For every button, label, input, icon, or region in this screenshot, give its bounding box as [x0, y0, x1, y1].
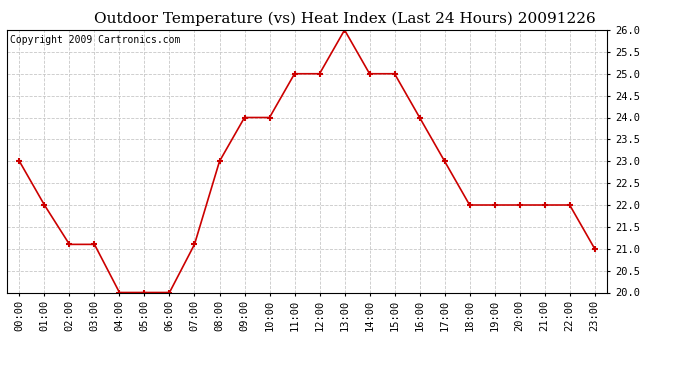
Text: Outdoor Temperature (vs) Heat Index (Last 24 Hours) 20091226: Outdoor Temperature (vs) Heat Index (Las… [94, 11, 596, 26]
Text: Copyright 2009 Cartronics.com: Copyright 2009 Cartronics.com [10, 35, 180, 45]
